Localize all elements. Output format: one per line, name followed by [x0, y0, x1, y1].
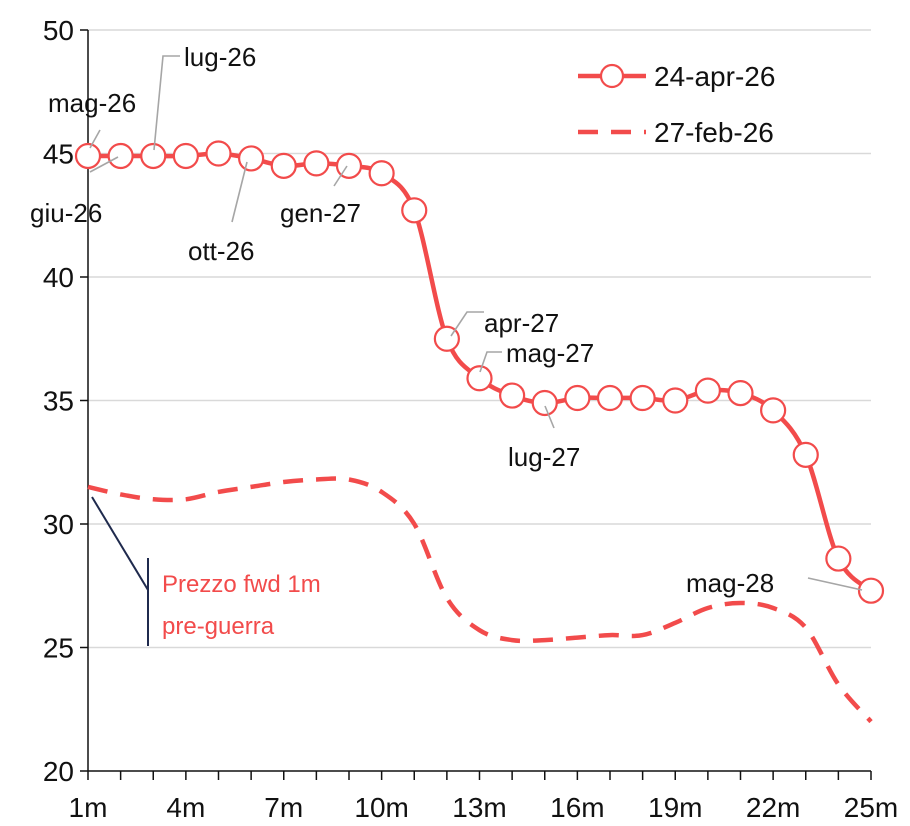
pre-war-note: Prezzo fwd 1m pre-guerra — [91, 496, 321, 646]
annotation-leader-apr-27 — [450, 311, 484, 337]
x-tick-label-13m: 13m — [452, 792, 506, 823]
series-lines — [74, 140, 885, 724]
legend-label-27-feb-26: 27-feb-26 — [654, 117, 774, 148]
y-tick-label-30: 30 — [43, 509, 74, 540]
marker-24-apr-26-7 — [270, 152, 297, 179]
marker-24-apr-26-14 — [499, 382, 526, 409]
marker-24-apr-26-1 — [74, 142, 102, 170]
marker-24-apr-26-9 — [335, 152, 363, 179]
marker-24-apr-26-11 — [401, 197, 428, 224]
marker-24-apr-26-19 — [662, 387, 689, 414]
note-leader-line — [91, 496, 149, 591]
y-tick-label-25: 25 — [43, 633, 74, 664]
legend-marker-24-apr-26 — [599, 63, 625, 89]
axes: 20 25 30 35 40 45 50 1m 4m 7m 10m 13m 16m 19m 22m 25m — [43, 15, 898, 823]
marker-24-apr-26-24 — [825, 545, 852, 572]
x-tick-label-25m: 25m — [844, 792, 898, 823]
annotation-leader-lug-27 — [544, 405, 555, 429]
note-text-line1: Prezzo fwd 1m — [162, 571, 321, 598]
annotation-label-gen-27: gen-27 — [280, 198, 361, 228]
annotation-label-ott-26: ott-26 — [188, 236, 255, 266]
marker-24-apr-26-8 — [303, 150, 330, 177]
marker-24-apr-26-15 — [531, 389, 558, 417]
marker-24-apr-26-25 — [857, 577, 885, 604]
marker-24-apr-26-2 — [107, 142, 134, 170]
marker-24-apr-26-23 — [792, 441, 819, 468]
annotation-leader-mag-26 — [89, 129, 101, 149]
marker-24-apr-26-16 — [564, 384, 591, 412]
marker-24-apr-26-20 — [694, 377, 721, 404]
note-text-line2: pre-guerra — [162, 613, 275, 640]
x-tick-label-1m: 1m — [69, 792, 108, 823]
marker-24-apr-26-18 — [629, 384, 656, 412]
legend: 24-apr-26 27-feb-26 — [578, 61, 775, 148]
annotation-label-apr-27: apr-27 — [484, 308, 559, 338]
legend-label-24-apr-26: 24-apr-26 — [654, 61, 775, 92]
annotation-label-mag-26: mag-26 — [48, 88, 136, 118]
y-tick-label-20: 20 — [43, 756, 74, 787]
annotation-label-lug-27: lug-27 — [508, 442, 580, 472]
x-tick-label-19m: 19m — [648, 792, 702, 823]
y-tick-label-45: 45 — [43, 139, 74, 170]
marker-24-apr-26-13 — [466, 365, 493, 392]
annotation-leader-mag-28 — [807, 577, 863, 591]
x-tick-label-4m: 4m — [166, 792, 205, 823]
marker-24-apr-26-4 — [172, 142, 199, 170]
marker-24-apr-26-17 — [596, 384, 624, 412]
marker-24-apr-26-6 — [238, 145, 265, 172]
annotation-leader-gen-27 — [333, 165, 348, 187]
annotation-label-mag-27: mag-27 — [506, 338, 594, 368]
annotation-leader-lug-26 — [153, 55, 180, 151]
marker-24-apr-26-10 — [368, 160, 395, 187]
y-tick-label-50: 50 — [43, 15, 74, 46]
series-line-27-feb-26 — [87, 476, 873, 724]
marker-24-apr-26-5 — [205, 140, 232, 167]
marker-24-apr-26-21 — [727, 379, 754, 407]
annotation-label-lug-26: lug-26 — [184, 42, 256, 72]
marker-24-apr-26-3 — [140, 142, 167, 170]
annotation-leader-mag-27 — [479, 351, 502, 373]
annotation-leader-ott-26 — [231, 161, 248, 223]
x-tick-label-10m: 10m — [354, 792, 408, 823]
marker-24-apr-26-22 — [760, 397, 787, 424]
x-tick-label-16m: 16m — [550, 792, 604, 823]
y-tick-label-40: 40 — [43, 262, 74, 293]
y-tick-label-35: 35 — [43, 386, 74, 417]
x-tick-label-22m: 22m — [746, 792, 800, 823]
annotation-label-giu-26: giu-26 — [30, 198, 102, 228]
point-annotations: mag-26giu-26lug-26ott-26gen-27apr-27mag-… — [30, 42, 863, 598]
annotation-label-mag-28: mag-28 — [686, 568, 774, 598]
annotation-leader-giu-26 — [89, 156, 119, 173]
x-tick-label-7m: 7m — [264, 792, 303, 823]
